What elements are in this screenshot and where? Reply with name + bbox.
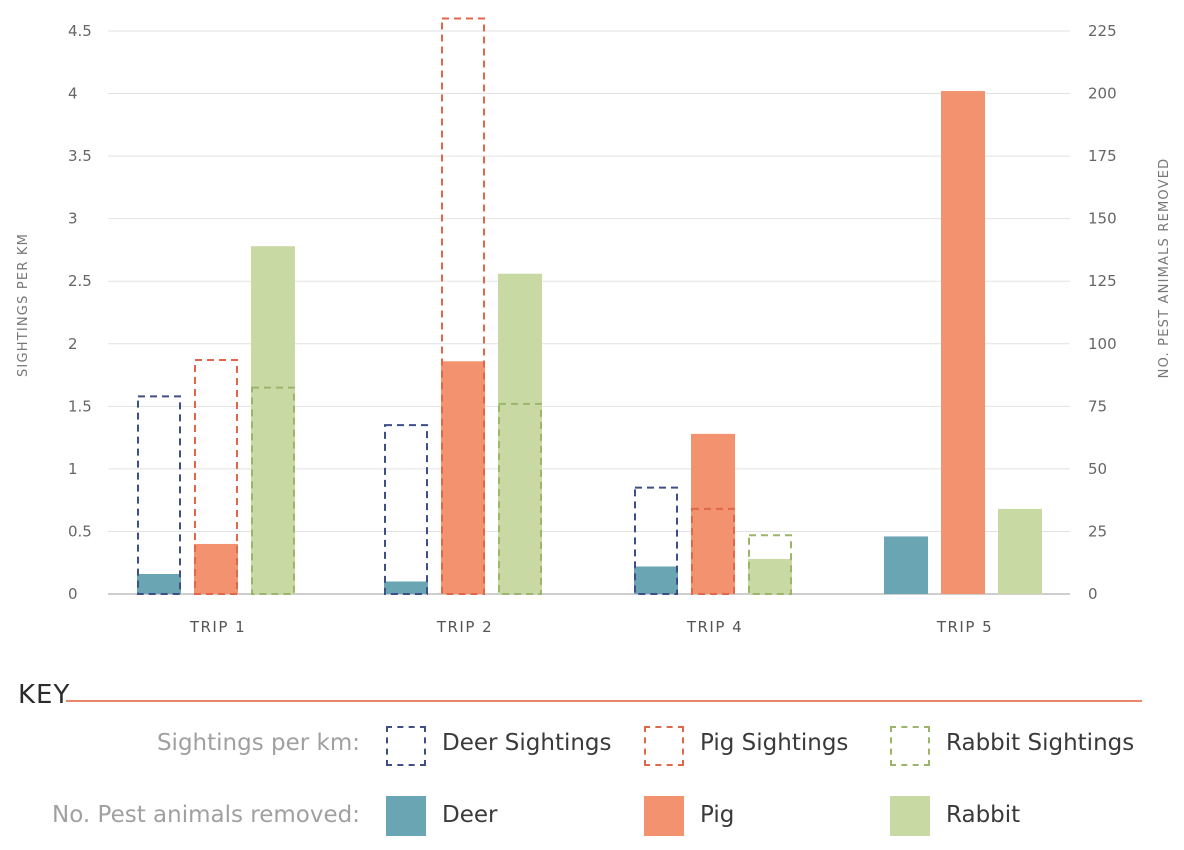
bar-sightings-rabbit [251,386,295,596]
legend-label-rabbit-sightings: Rabbit Sightings [946,730,1135,756]
category-label: TRIP 4 [686,618,743,636]
legend-label-pig: Pig [700,802,735,828]
bar-removed-rabbit [251,246,295,595]
left-tick-label: 4.5 [68,22,92,40]
bar-removed-pig [194,543,238,594]
right-tick-label: 0 [1088,585,1098,603]
right-tick-label: 50 [1088,460,1107,478]
category-label: TRIP 1 [189,618,246,636]
left-tick-label: 0 [68,585,78,603]
bar-removed-deer [384,581,428,594]
legend-label-deer: Deer [442,802,498,828]
legend-label-rabbit: Rabbit [946,802,1021,828]
bar-sightings-pig [441,17,485,595]
left-tick-label: 1.5 [68,397,92,415]
bar-removed-deer [884,536,928,594]
right-axis-ticks: 0 25 50 75 100 125 150 175 200 225 [1088,22,1117,603]
left-tick-label: 3 [68,210,78,228]
left-tick-label: 3.5 [68,147,92,165]
left-tick-label: 2.5 [68,272,92,290]
category-label: TRIP 5 [936,618,993,636]
right-tick-label: 100 [1088,335,1117,353]
legend-row-label-removed: No. Pest animals removed: [52,802,360,828]
right-tick-label: 150 [1088,210,1117,228]
bar-sightings-rabbit [498,402,542,595]
bar-sightings-deer [137,395,181,595]
category-labels: TRIP 1 TRIP 2 TRIP 4 TRIP 5 [189,618,993,636]
category-label: TRIP 2 [436,618,493,636]
left-tick-label: 0.5 [68,522,92,540]
bar-sightings-deer [384,424,428,595]
legend-row-label-sightings: Sightings per km: [156,730,360,756]
right-tick-label: 25 [1088,522,1107,540]
chart: 0 0.5 1 1.5 2 2.5 3 3.5 4 4.5 0 25 50 75 100 125 150 175… [16,17,1172,636]
legend-swatch-deer [386,796,426,836]
legend: KEY Sightings per km: Deer Sightings Pig… [0,660,1184,850]
left-tick-label: 1 [68,460,78,478]
legend-swatch-deer-sightings [386,726,426,766]
right-tick-label: 225 [1088,22,1117,40]
left-tick-label: 2 [68,335,78,353]
bar-removed-deer [137,573,181,594]
bar-sightings-pig [691,507,735,595]
left-tick-label: 4 [68,85,78,103]
bar-removed-pig [441,361,485,594]
right-tick-label: 75 [1088,397,1107,415]
bar-removed-rabbit [998,508,1042,594]
left-axis-title: SIGHTINGS PER KM [16,233,31,377]
legend-swatch-pig-sightings [644,726,684,766]
right-tick-label: 125 [1088,272,1117,290]
left-axis-ticks: 0 0.5 1 1.5 2 2.5 3 3.5 4 4.5 [68,22,92,603]
right-tick-label: 175 [1088,147,1117,165]
legend-label-pig-sightings: Pig Sightings [700,730,849,756]
bar-removed-pig [941,91,985,594]
bars [137,17,1042,596]
legend-swatch-rabbit-sightings [890,726,930,766]
bar-removed-deer [634,566,678,594]
key-divider [66,700,1142,702]
bar-sightings-pig [194,359,238,596]
bar-removed-rabbit [498,273,542,594]
legend-swatch-pig [644,796,684,836]
legend-swatch-rabbit [890,796,930,836]
bar-sightings-rabbit [748,534,792,595]
bar-removed-rabbit [748,558,792,594]
bar-sightings-deer [634,486,678,595]
bar-removed-pig [691,433,735,594]
right-axis-title: NO. PEST ANIMALS REMOVED [1157,158,1172,379]
legend-label-deer-sightings: Deer Sightings [442,730,612,756]
right-tick-label: 200 [1088,85,1117,103]
key-title: KEY [18,680,71,710]
